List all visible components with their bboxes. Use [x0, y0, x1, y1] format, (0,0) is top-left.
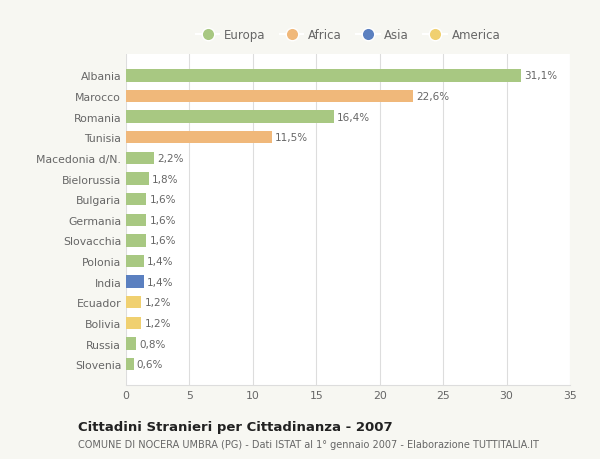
Text: 1,8%: 1,8%	[152, 174, 179, 184]
Bar	[126, 358, 134, 370]
Bar	[126, 152, 154, 165]
Text: Cittadini Stranieri per Cittadinanza - 2007: Cittadini Stranieri per Cittadinanza - 2…	[78, 420, 392, 434]
Bar	[126, 111, 334, 123]
Text: 31,1%: 31,1%	[524, 71, 557, 81]
Text: 16,4%: 16,4%	[337, 112, 370, 123]
Text: 11,5%: 11,5%	[275, 133, 308, 143]
Bar	[126, 255, 144, 268]
Bar	[126, 317, 141, 330]
Bar	[126, 70, 521, 83]
Bar	[126, 91, 413, 103]
Bar	[126, 235, 146, 247]
Text: 1,6%: 1,6%	[149, 195, 176, 205]
Text: 2,2%: 2,2%	[157, 154, 184, 163]
Bar	[126, 194, 146, 206]
Bar	[126, 132, 272, 144]
Text: 1,4%: 1,4%	[147, 257, 173, 267]
Bar	[126, 297, 141, 309]
Bar	[126, 173, 149, 185]
Bar	[126, 214, 146, 226]
Bar	[126, 338, 136, 350]
Text: 1,6%: 1,6%	[149, 215, 176, 225]
Text: 22,6%: 22,6%	[416, 92, 449, 102]
Text: COMUNE DI NOCERA UMBRA (PG) - Dati ISTAT al 1° gennaio 2007 - Elaborazione TUTTI: COMUNE DI NOCERA UMBRA (PG) - Dati ISTAT…	[78, 440, 539, 449]
Bar	[126, 276, 144, 288]
Text: 0,6%: 0,6%	[137, 359, 163, 369]
Legend: Europa, Africa, Asia, America: Europa, Africa, Asia, America	[191, 25, 505, 47]
Text: 1,2%: 1,2%	[145, 318, 171, 328]
Text: 1,4%: 1,4%	[147, 277, 173, 287]
Text: 1,2%: 1,2%	[145, 297, 171, 308]
Text: 1,6%: 1,6%	[149, 236, 176, 246]
Text: 0,8%: 0,8%	[139, 339, 166, 349]
